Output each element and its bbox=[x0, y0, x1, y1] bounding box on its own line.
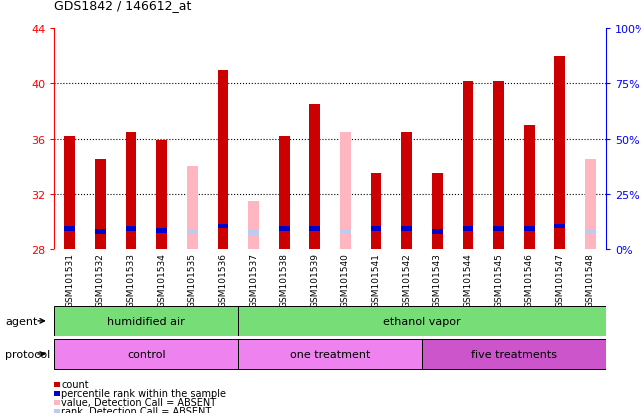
Bar bbox=[187, 167, 197, 250]
Text: percentile rank within the sample: percentile rank within the sample bbox=[62, 388, 226, 398]
Text: GSM101544: GSM101544 bbox=[463, 253, 472, 307]
Bar bbox=[524, 126, 535, 250]
Text: GSM101541: GSM101541 bbox=[372, 253, 381, 307]
Bar bbox=[493, 81, 504, 250]
Bar bbox=[279, 137, 290, 250]
Bar bbox=[432, 174, 443, 250]
Bar bbox=[95, 230, 106, 234]
Bar bbox=[217, 70, 228, 250]
Text: GSM101535: GSM101535 bbox=[188, 253, 197, 307]
Bar bbox=[248, 231, 259, 236]
Bar bbox=[310, 227, 320, 232]
Bar bbox=[463, 227, 473, 232]
Bar bbox=[585, 160, 595, 250]
Bar bbox=[422, 339, 606, 369]
Text: count: count bbox=[62, 379, 89, 389]
Bar bbox=[54, 409, 60, 413]
Bar bbox=[310, 105, 320, 250]
Text: GSM101537: GSM101537 bbox=[249, 253, 258, 307]
Bar bbox=[524, 227, 535, 232]
Bar bbox=[248, 202, 259, 250]
Text: protocol: protocol bbox=[5, 349, 51, 359]
Text: GSM101539: GSM101539 bbox=[310, 253, 319, 307]
Bar bbox=[54, 391, 60, 396]
Text: GSM101534: GSM101534 bbox=[157, 253, 166, 307]
Text: rank, Detection Call = ABSENT: rank, Detection Call = ABSENT bbox=[62, 406, 212, 413]
Text: GSM101533: GSM101533 bbox=[126, 253, 135, 307]
Text: GDS1842 / 146612_at: GDS1842 / 146612_at bbox=[54, 0, 192, 12]
Bar bbox=[65, 137, 75, 250]
Bar bbox=[126, 133, 137, 250]
Text: GSM101540: GSM101540 bbox=[341, 253, 350, 307]
Bar bbox=[493, 227, 504, 232]
Text: GSM101542: GSM101542 bbox=[402, 253, 411, 307]
Text: control: control bbox=[127, 349, 165, 359]
Bar bbox=[554, 57, 565, 250]
Text: GSM101546: GSM101546 bbox=[525, 253, 534, 307]
Bar bbox=[54, 339, 238, 369]
Text: GSM101543: GSM101543 bbox=[433, 253, 442, 307]
Bar bbox=[54, 306, 238, 336]
Bar bbox=[95, 160, 106, 250]
Bar bbox=[126, 227, 137, 232]
Text: value, Detection Call = ABSENT: value, Detection Call = ABSENT bbox=[62, 397, 217, 407]
Text: GSM101532: GSM101532 bbox=[96, 253, 105, 307]
Text: ethanol vapor: ethanol vapor bbox=[383, 316, 461, 326]
Bar bbox=[238, 339, 422, 369]
Bar bbox=[432, 230, 443, 234]
Text: five treatments: five treatments bbox=[471, 349, 557, 359]
Bar bbox=[65, 227, 75, 232]
Bar bbox=[54, 382, 60, 387]
Text: GSM101545: GSM101545 bbox=[494, 253, 503, 307]
Bar bbox=[54, 400, 60, 405]
Bar bbox=[401, 133, 412, 250]
Text: one treatment: one treatment bbox=[290, 349, 370, 359]
Text: agent: agent bbox=[5, 316, 38, 326]
Bar bbox=[340, 230, 351, 234]
Bar bbox=[156, 228, 167, 233]
Bar bbox=[370, 227, 381, 232]
Text: GSM101547: GSM101547 bbox=[555, 253, 564, 307]
Text: GSM101548: GSM101548 bbox=[586, 253, 595, 307]
Text: GSM101536: GSM101536 bbox=[219, 253, 228, 307]
Bar bbox=[238, 306, 606, 336]
Text: humidified air: humidified air bbox=[108, 316, 185, 326]
Bar bbox=[401, 227, 412, 232]
Bar bbox=[463, 81, 473, 250]
Text: GSM101531: GSM101531 bbox=[65, 253, 74, 307]
Bar bbox=[156, 141, 167, 250]
Bar bbox=[585, 230, 595, 234]
Bar bbox=[217, 224, 228, 229]
Bar bbox=[554, 224, 565, 229]
Text: GSM101538: GSM101538 bbox=[279, 253, 288, 307]
Bar bbox=[279, 227, 290, 232]
Bar bbox=[370, 174, 381, 250]
Bar bbox=[340, 133, 351, 250]
Bar bbox=[187, 230, 197, 234]
